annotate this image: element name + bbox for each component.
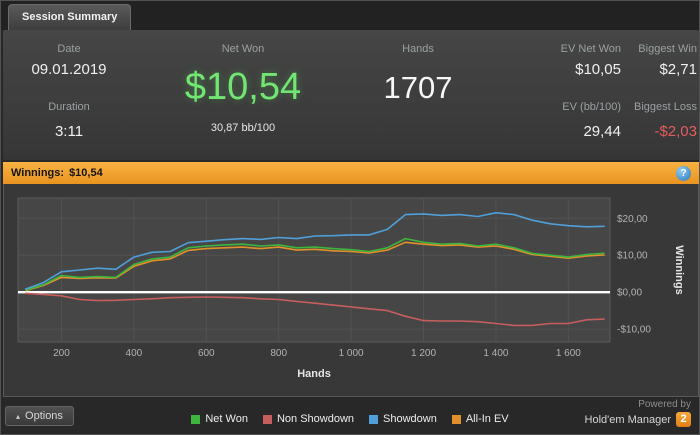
ev-bb100-label: EV (bb/100) [562,101,621,113]
brand-name: Hold'em Manager [584,413,671,426]
legend-item-all-in-ev[interactable]: All-In EV [451,413,509,425]
ev-net-won-label: EV Net Won [560,43,621,55]
duration-value: 3:11 [54,123,84,140]
tab-session-summary[interactable]: Session Summary [8,4,132,30]
winnings-value: $10,54 [69,167,103,179]
svg-text:400: 400 [126,348,143,359]
winnings-title-bar: Winnings: $10,54 ? [3,162,699,184]
biggest-win-value: $2,71 [659,61,697,78]
options-button-label: Options [25,410,63,422]
biggest-loss-label: Biggest Loss [634,101,697,113]
svg-text:1 200: 1 200 [411,348,436,359]
date-value: 09.01.2019 [31,61,107,78]
legend-label: All-In EV [465,413,509,425]
stats-header: Date 09.01.2019 Duration 3:11 Net Won $1… [3,30,699,160]
svg-text:-$10,00: -$10,00 [617,325,651,336]
date-label: Date [57,43,81,55]
legend-item-net-won[interactable]: Net Won [191,413,248,425]
legend-item-showdown[interactable]: Showdown [369,413,437,425]
hands-label: Hands [402,43,434,55]
legend-item-non-showdown[interactable]: Non Showdown [262,413,355,425]
svg-text:1 600: 1 600 [556,348,581,359]
biggest-win-label: Biggest Win [638,43,697,55]
legend-label: Non Showdown [276,413,355,425]
winnings-chart-panel: 200 400 600 800 1 000 1 200 1 400 1 600 $20,00 $1… [3,184,699,397]
ev-net-won-value: $10,05 [575,61,621,78]
tab-label: Session Summary [22,11,118,23]
options-button[interactable]: ▴ Options [5,406,74,426]
showdown-swatch-icon [369,414,379,424]
help-icon[interactable]: ? [676,165,691,181]
chart-legend: Net Won Non Showdown Showdown All-In EV [1,413,699,425]
winnings-line-chart: 200 400 600 800 1 000 1 200 1 400 1 600 $20,00 $1… [17,197,685,380]
chevron-up-icon: ▴ [16,411,21,421]
svg-text:$20,00: $20,00 [617,214,648,225]
legend-label: Showdown [383,413,437,425]
tab-bar: Session Summary [1,1,699,30]
svg-text:$10,00: $10,00 [617,251,648,262]
svg-text:Winnings: Winnings [673,245,685,294]
svg-text:200: 200 [53,348,70,359]
duration-label: Duration [48,101,90,113]
svg-text:1 000: 1 000 [339,348,364,359]
svg-text:600: 600 [198,348,215,359]
winnings-label: Winnings: [11,167,65,179]
svg-text:1 400: 1 400 [483,348,508,359]
biggest-loss-value: -$2,03 [654,123,697,140]
svg-text:$0,00: $0,00 [617,288,642,299]
svg-text:800: 800 [270,348,287,359]
non-showdown-swatch-icon [262,414,272,424]
svg-text:Hands: Hands [297,368,331,380]
hm2-logo-icon: 2 [676,412,691,427]
net-won-bb100: 30,87 bb/100 [210,122,276,134]
ev-bb100-value: 29,44 [583,123,621,140]
net-won-value: $10,54 [184,66,302,108]
powered-by-text: Powered by [638,399,691,410]
all-in-ev-swatch-icon [451,414,461,424]
net-won-swatch-icon [191,414,201,424]
hands-value: 1707 [383,70,453,105]
legend-label: Net Won [205,413,248,425]
net-won-label: Net Won [221,43,265,55]
powered-by-block: Powered by Hold'em Manager 2 [585,399,691,427]
